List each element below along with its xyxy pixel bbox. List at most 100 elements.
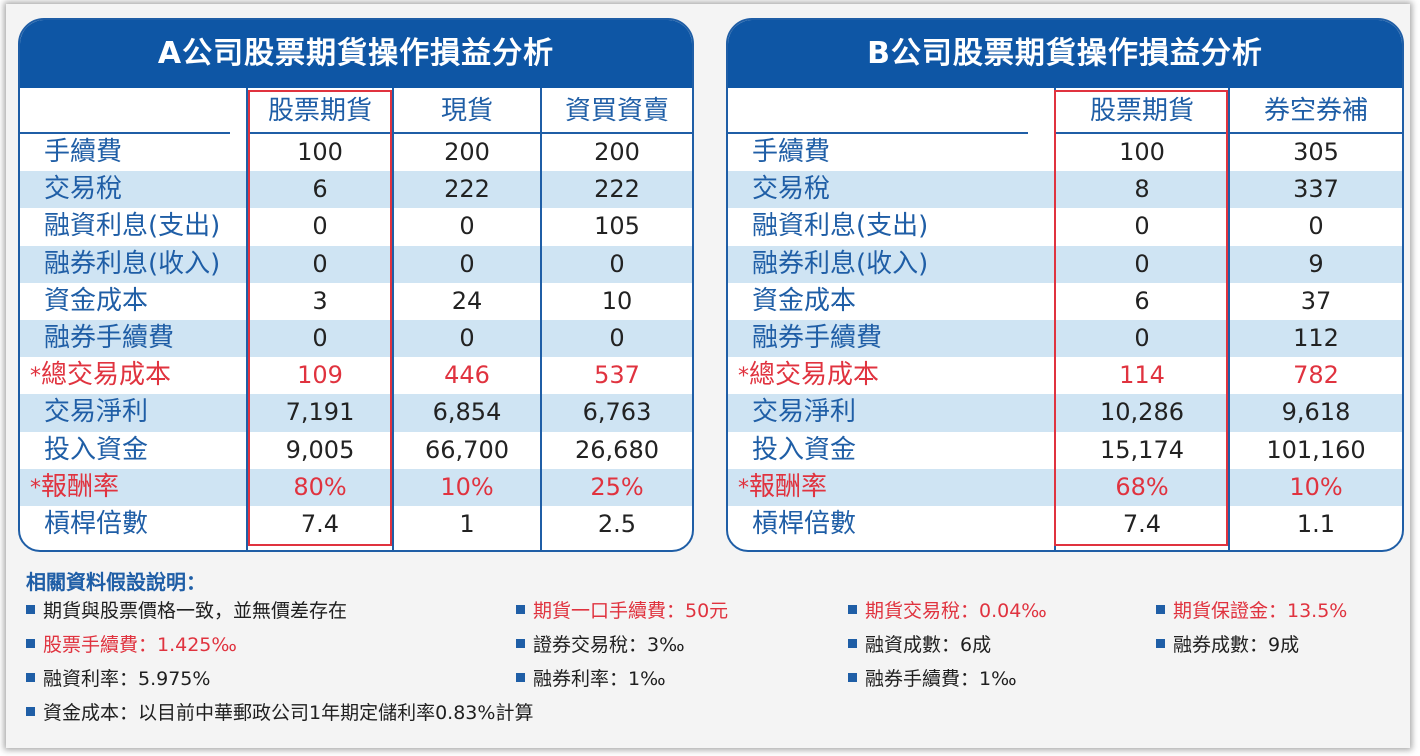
- table-row: 交易淨利 7,191 6,854 6,763: [20, 394, 692, 432]
- value-cell: 24: [451, 286, 483, 315]
- row-label-text: 融資利息(支出): [752, 211, 929, 242]
- value-cell: 0: [1308, 212, 1324, 241]
- note-item: 資金成本：以目前中華郵政公司1年期定儲利率0.83%計算: [26, 698, 533, 725]
- panel-b-body: 股票期貨 券空券補 手續費 100 305 交易稅 8 337 融資利息(支出) 0 0 融券利息(收…: [728, 88, 1402, 543]
- notes-line-2: 股票手續費：1.425‰ 證券交易稅：3‰ 融資成數：6成 融券成數：9成: [26, 630, 1406, 664]
- row-label: 投入資金: [752, 432, 1052, 469]
- value-cell: 101,160: [1266, 435, 1366, 464]
- panel-a-divider-2: [392, 88, 394, 550]
- column-header: 券空券補: [1230, 88, 1402, 134]
- value-cell: 0: [609, 249, 625, 278]
- table-row: 融券手續費 0 0 0: [20, 319, 692, 358]
- asterisk-marker: *: [738, 475, 749, 501]
- table-row: *報酬率 68% 10%: [728, 468, 1402, 506]
- column-header-row: 股票期貨 券空券補: [728, 88, 1402, 134]
- bullet-square-icon: [26, 673, 35, 682]
- bullet-square-icon: [1156, 605, 1165, 614]
- value-cell: 66,700: [425, 435, 509, 464]
- table-row: 投入資金 15,174 101,160: [728, 432, 1402, 469]
- row-label-text: 融券手續費: [752, 322, 883, 353]
- row-label-text: 槓桿倍數: [44, 508, 149, 539]
- value-cell: 114: [1119, 361, 1165, 390]
- row-label: 交易稅: [44, 171, 254, 208]
- value-cell: 222: [444, 175, 490, 204]
- panel-b-table: B公司股票期貨操作損益分析 股票期貨 券空券補 手續費 100 305 交易稅 8 337 融資…: [726, 18, 1404, 552]
- row-label: *總交易成本: [30, 357, 240, 394]
- table-row: *報酬率 80% 10% 25%: [20, 468, 692, 506]
- value-cell: 0: [312, 249, 328, 278]
- row-label: 資金成本: [752, 283, 1052, 320]
- value-cell: 782: [1293, 361, 1339, 390]
- value-cell: 26,680: [575, 435, 659, 464]
- value-cell: 8: [1134, 175, 1150, 204]
- panel-a-title: A公司股票期貨操作損益分析: [20, 20, 692, 88]
- value-cell: 9: [1308, 249, 1324, 278]
- value-cell: 10: [601, 286, 633, 315]
- note-item: 融券手續費：1‰: [848, 664, 1017, 691]
- value-cell: 0: [459, 212, 475, 241]
- panel-b-divider-2: [1228, 88, 1230, 550]
- value-cell: 7,191: [285, 398, 355, 427]
- note-item: 融券利率：1‰: [516, 664, 666, 691]
- column-header-row: 股票期貨 現貨 資買資賣: [20, 88, 692, 134]
- value-cell: 25%: [590, 472, 644, 501]
- row-label-text: 投入資金: [44, 434, 149, 465]
- row-label-text: 資金成本: [44, 285, 149, 316]
- value-cell: 0: [1134, 212, 1150, 241]
- value-cell: 446: [444, 361, 490, 390]
- bullet-square-icon: [516, 639, 525, 648]
- panel-a-body: 股票期貨 現貨 資買資賣 手續費 100 200 200 交易稅 6 222 222 融資利息(支出)…: [20, 88, 692, 543]
- value-cell: 7.4: [1122, 509, 1162, 538]
- row-label: 交易淨利: [44, 394, 254, 431]
- value-cell: 68%: [1115, 472, 1169, 501]
- value-cell: 1: [459, 509, 475, 538]
- table-row: 融券利息(收入) 0 0 0: [20, 245, 692, 283]
- table-row: 交易淨利 10,286 9,618: [728, 394, 1402, 432]
- panel-b-divider-1: [1054, 88, 1056, 550]
- table-row: 融券手續費 0 112: [728, 319, 1402, 358]
- note-item: 期貨一口手續費：50元: [516, 596, 728, 623]
- bullet-square-icon: [26, 639, 35, 648]
- row-label: 槓桿倍數: [752, 506, 1052, 543]
- note-item: 股票手續費：1.425‰: [26, 630, 237, 657]
- note-item: 融資成數：6成: [848, 630, 991, 657]
- row-label: 交易淨利: [752, 394, 1052, 431]
- row-label: 融券利息(收入): [44, 246, 254, 283]
- row-label-text: 報酬率: [41, 471, 120, 502]
- value-cell: 37: [1300, 286, 1332, 315]
- note-item: 融資利率：5.975%: [26, 664, 210, 691]
- value-cell: 337: [1293, 175, 1339, 204]
- row-label: *總交易成本: [738, 357, 1038, 394]
- value-cell: 10%: [440, 472, 494, 501]
- value-cell: 6: [1134, 286, 1150, 315]
- value-cell: 6,763: [582, 398, 652, 427]
- table-row: *總交易成本 109 446 537: [20, 357, 692, 394]
- table-row: 融券利息(收入) 0 9: [728, 245, 1402, 283]
- note-item: 期貨與股票價格一致，並無價差存在: [26, 596, 347, 623]
- value-cell: 6: [312, 175, 328, 204]
- value-cell: 0: [609, 323, 625, 352]
- header-blank-cell: [20, 88, 230, 134]
- row-label: 融券利息(收入): [752, 246, 1052, 283]
- note-item: 期貨交易稅：0.04‰: [848, 596, 1047, 623]
- value-cell: 10,286: [1100, 398, 1184, 427]
- row-label: 融券手續費: [752, 320, 1052, 357]
- asterisk-marker: *: [30, 475, 41, 501]
- bullet-square-icon: [848, 673, 857, 682]
- column-header: 股票期貨: [248, 88, 392, 134]
- row-label-text: 報酬率: [749, 471, 828, 502]
- note-item: 證券交易稅：3‰: [516, 630, 685, 657]
- value-cell: 80%: [293, 472, 347, 501]
- bullet-square-icon: [516, 673, 525, 682]
- bullet-square-icon: [848, 605, 857, 614]
- row-label: 投入資金: [44, 432, 254, 469]
- bullet-square-icon: [848, 639, 857, 648]
- table-row: 槓桿倍數 7.4 1.1: [728, 506, 1402, 543]
- value-cell: 0: [459, 249, 475, 278]
- value-cell: 0: [1134, 323, 1150, 352]
- row-label: 手續費: [44, 134, 254, 171]
- value-cell: 0: [312, 212, 328, 241]
- table-row: 交易稅 6 222 222: [20, 171, 692, 209]
- bullet-square-icon: [26, 605, 35, 614]
- panel-a-table: A公司股票期貨操作損益分析 股票期貨 現貨 資買資賣 手續費 100 200 200 交易稅 6…: [18, 18, 694, 552]
